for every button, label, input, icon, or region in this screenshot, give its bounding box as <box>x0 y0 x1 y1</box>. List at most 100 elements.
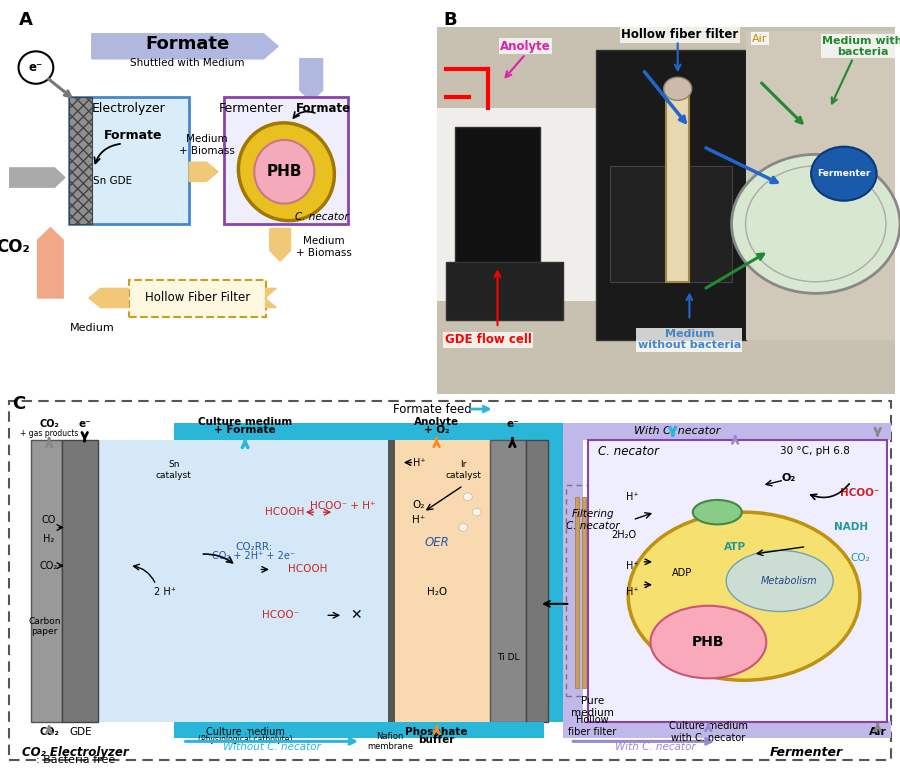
Text: Nafion
membrane: Nafion membrane <box>367 732 413 751</box>
Ellipse shape <box>238 123 335 221</box>
Circle shape <box>811 147 877 201</box>
Text: Medium
+ Biomass: Medium + Biomass <box>296 236 352 258</box>
Text: CO₂: CO₂ <box>40 727 58 737</box>
Bar <box>563 423 583 737</box>
Text: Electrolyzer: Electrolyzer <box>92 102 166 114</box>
Ellipse shape <box>726 550 833 611</box>
Text: C: C <box>12 395 25 413</box>
Text: Culture medium: Culture medium <box>198 417 292 427</box>
Text: Hollow
fiber filter: Hollow fiber filter <box>569 716 616 737</box>
Bar <box>596 50 745 340</box>
Text: H⁺: H⁺ <box>626 560 639 571</box>
Text: Metabolism: Metabolism <box>760 576 817 586</box>
Text: 2 H⁺: 2 H⁺ <box>154 587 176 598</box>
Text: A: A <box>20 11 33 29</box>
Text: C. necator: C. necator <box>295 212 348 222</box>
Text: Fermenter: Fermenter <box>770 747 843 760</box>
Ellipse shape <box>628 512 860 680</box>
Text: Pure
medium: Pure medium <box>572 696 614 718</box>
FancyArrow shape <box>38 228 63 298</box>
Text: Sn GDE: Sn GDE <box>93 177 132 186</box>
Text: Filtering
C. necator: Filtering C. necator <box>566 509 619 530</box>
Text: Ir
catalyst: Ir catalyst <box>446 460 482 480</box>
Text: e⁻: e⁻ <box>506 419 518 429</box>
Text: Carbon
paper: Carbon paper <box>28 617 61 636</box>
Bar <box>62 439 98 723</box>
Text: Formate: Formate <box>296 102 351 114</box>
Bar <box>174 723 544 737</box>
Text: + gas products: + gas products <box>20 429 78 438</box>
Text: C. necator: C. necator <box>598 445 659 458</box>
Bar <box>610 166 732 282</box>
Text: With C. necator: With C. necator <box>634 426 720 436</box>
Bar <box>436 108 624 301</box>
Text: 30 °C, pH 6.8: 30 °C, pH 6.8 <box>780 446 850 456</box>
Text: 2H₂O: 2H₂O <box>611 530 636 540</box>
Text: PHB: PHB <box>266 164 302 179</box>
FancyArrow shape <box>300 59 322 101</box>
Text: ✕: ✕ <box>351 608 363 622</box>
Bar <box>392 439 490 723</box>
Bar <box>563 721 891 737</box>
Bar <box>745 31 896 340</box>
Bar <box>589 497 593 688</box>
Bar <box>491 439 526 723</box>
Text: HCOOH: HCOOH <box>288 564 327 574</box>
FancyArrow shape <box>270 229 291 261</box>
Text: + O₂: + O₂ <box>424 425 449 435</box>
FancyBboxPatch shape <box>69 96 189 224</box>
Text: Culture medium
with C. necator: Culture medium with C. necator <box>669 721 748 743</box>
Text: HCOO⁻ + H⁺: HCOO⁻ + H⁺ <box>310 501 376 511</box>
Text: Anolyte: Anolyte <box>414 417 459 427</box>
Bar <box>526 439 548 723</box>
Text: Medium
+ Biomass: Medium + Biomass <box>179 134 235 155</box>
FancyArrow shape <box>9 168 65 188</box>
Text: ADP: ADP <box>671 568 692 578</box>
Text: (Physiological catholyte): (Physiological catholyte) <box>198 736 292 744</box>
Circle shape <box>663 77 692 100</box>
Text: Medium
without bacteria: Medium without bacteria <box>638 329 741 350</box>
FancyArrow shape <box>92 34 278 59</box>
Text: H⁺: H⁺ <box>626 492 639 502</box>
Bar <box>98 439 392 723</box>
Bar <box>174 423 544 439</box>
Text: Fermenter: Fermenter <box>817 169 870 178</box>
Bar <box>446 262 563 320</box>
Text: Formate: Formate <box>145 36 230 53</box>
Text: Phosphate: Phosphate <box>405 727 468 737</box>
Bar <box>575 497 580 688</box>
Circle shape <box>472 508 482 516</box>
Text: e⁻: e⁻ <box>78 419 91 429</box>
Circle shape <box>459 523 468 531</box>
Text: Without C. necator: Without C. necator <box>223 743 320 753</box>
Text: Medium: Medium <box>69 323 114 333</box>
Text: H₂O: H₂O <box>427 587 446 598</box>
FancyBboxPatch shape <box>224 96 348 224</box>
Bar <box>603 497 608 688</box>
Text: HCOOH: HCOOH <box>266 507 305 517</box>
FancyArrow shape <box>265 288 276 307</box>
Text: GDE flow cell: GDE flow cell <box>445 334 532 346</box>
Bar <box>666 89 689 282</box>
Text: HCOO⁻: HCOO⁻ <box>841 488 879 498</box>
Text: CO₂: CO₂ <box>40 560 58 571</box>
FancyArrow shape <box>189 162 218 181</box>
FancyArrow shape <box>89 288 128 307</box>
Text: H₂: H₂ <box>43 534 55 544</box>
Text: O₂: O₂ <box>412 499 425 510</box>
Bar <box>69 96 92 224</box>
Text: CO₂: CO₂ <box>40 419 58 429</box>
Text: + Formate: + Formate <box>214 425 276 435</box>
Text: CO₂RR:: CO₂RR: <box>236 541 273 551</box>
Bar <box>563 423 891 439</box>
Text: Formate feed: Formate feed <box>392 402 472 415</box>
Text: Fermenter: Fermenter <box>219 102 284 114</box>
Text: H⁺: H⁺ <box>412 515 426 525</box>
Bar <box>32 439 62 723</box>
Text: buffer: buffer <box>418 735 454 745</box>
Bar <box>544 423 563 723</box>
Text: With C. necator: With C. necator <box>615 743 696 753</box>
Text: Culture medium: Culture medium <box>205 727 284 737</box>
Bar <box>455 127 540 262</box>
Text: Formate: Formate <box>104 129 163 141</box>
